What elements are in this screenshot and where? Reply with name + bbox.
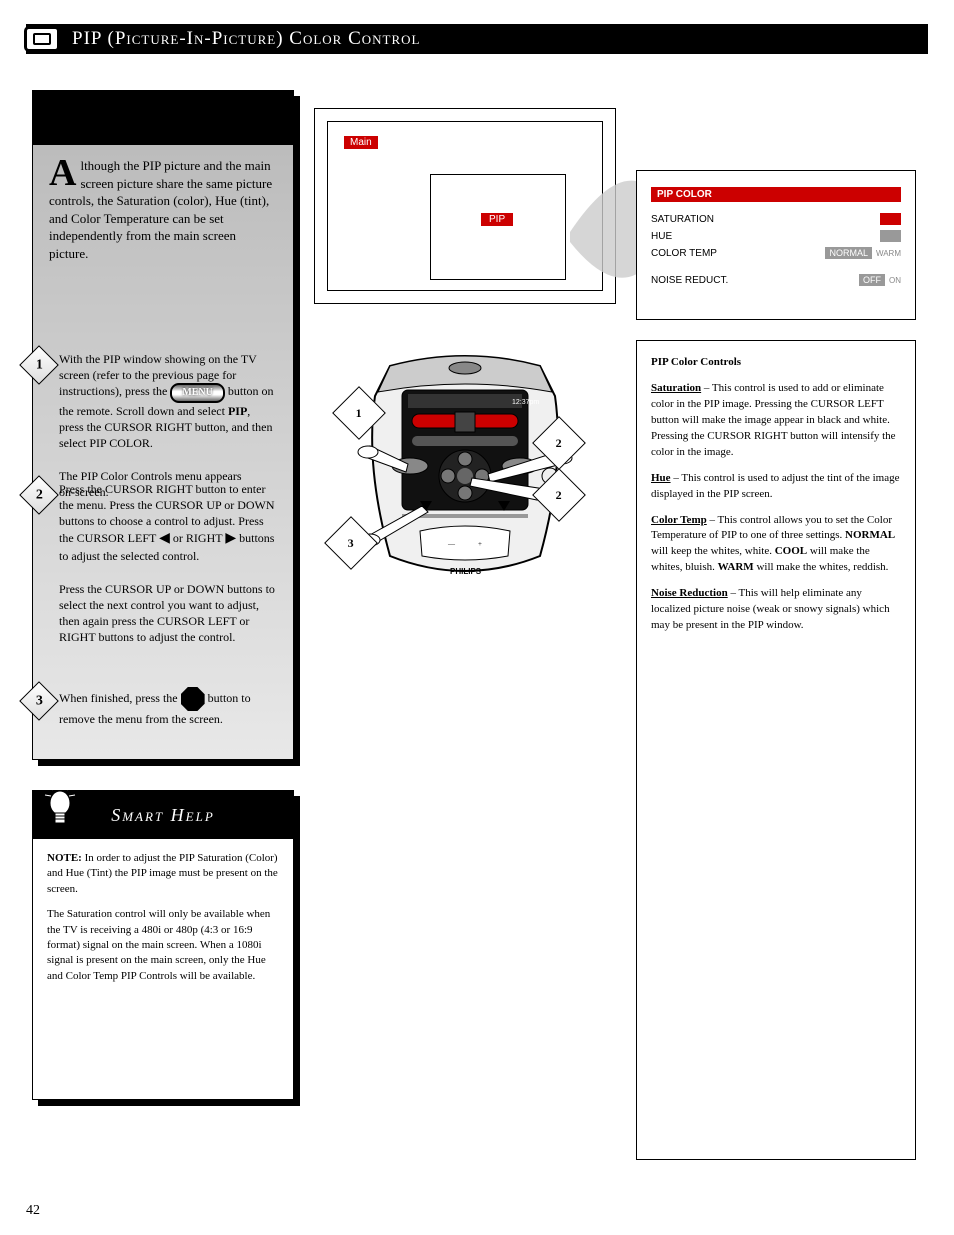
step-number: 3: [19, 681, 59, 721]
menu-label: COLOR TEMP: [651, 248, 717, 259]
menu-value: [880, 230, 901, 242]
desc-paragraph: Noise Reduction – This will help elimina…: [651, 586, 901, 634]
desc-paragraph: Hue – This control is used to adjust the…: [651, 471, 901, 503]
tips-title: Smart Help: [111, 805, 215, 826]
left-column: A lthough the PIP picture and the main s…: [32, 90, 294, 1100]
menu-value: NORMAL: [825, 247, 872, 259]
menu-row: NOISE REDUCT.OFFON: [651, 275, 901, 286]
menu-row: COLOR TEMPNORMALWARM: [651, 248, 901, 259]
svg-text:PHILIPS: PHILIPS: [450, 567, 482, 576]
menu-title: PIP COLOR: [651, 187, 901, 202]
header-title: PIP (Picture-In-Picture) Color Control: [72, 28, 421, 50]
step-2: 2Press the CURSOR RIGHT button to enter …: [25, 481, 277, 646]
description-panel: PIP Color Controls Saturation – This con…: [636, 340, 916, 1160]
intro-body: lthough the PIP picture and the main scr…: [49, 158, 272, 261]
svg-text:—: —: [447, 540, 456, 548]
svg-text:12:37pm: 12:37pm: [512, 399, 539, 406]
pip-color-menu: PIP COLOR SATURATION HUE COLOR TEMP NORMA…: [636, 170, 916, 320]
main-label: Main: [344, 136, 378, 149]
page-number: 42: [26, 1203, 40, 1219]
menu-value: OFF: [859, 274, 885, 286]
step-1: 1With the PIP window showing on the TV s…: [25, 351, 277, 500]
steps-panel: A lthough the PIP picture and the main s…: [32, 90, 294, 760]
menu-row: SATURATION: [651, 214, 901, 225]
desc-paragraph: Saturation – This control is used to add…: [651, 381, 901, 461]
tip-paragraph: The Saturation control will only be avai…: [47, 907, 279, 984]
menu-label: HUE: [651, 231, 672, 242]
step-text: When finished, press the button to remov…: [59, 687, 277, 727]
remote-illustration: 12:37pm — + PHILIPS: [340, 346, 590, 596]
tv-icon: [24, 26, 60, 52]
step-number: 1: [19, 345, 59, 385]
dropcap: A: [49, 157, 76, 189]
menu-label: SATURATION: [651, 214, 714, 225]
tips-header: Smart Help: [33, 791, 293, 839]
tip-paragraph: NOTE: In order to adjust the PIP Saturat…: [47, 851, 279, 897]
tips-panel: Smart Help NOTE: In order to adjust the …: [32, 790, 294, 1100]
menu-value: [880, 213, 901, 225]
step-3: 3When finished, press the button to remo…: [25, 687, 277, 727]
step-number: 2: [19, 475, 59, 515]
svg-text:+: +: [478, 540, 482, 548]
menu-row: HUE: [651, 231, 901, 242]
desc-title: PIP Color Controls: [651, 355, 901, 371]
pip-window: PIP: [430, 174, 566, 280]
step-text: Press the CURSOR RIGHT button to enter t…: [59, 481, 277, 646]
intro-text: A lthough the PIP picture and the main s…: [49, 157, 277, 262]
step-text: With the PIP window showing on the TV sc…: [59, 351, 277, 500]
pip-label: PIP: [481, 213, 513, 226]
menu-label: NOISE REDUCT.: [651, 275, 728, 286]
tips-content: NOTE: In order to adjust the PIP Saturat…: [33, 839, 293, 1006]
menu-pill: MENU: [170, 383, 225, 403]
page-header: PIP (Picture-In-Picture) Color Control: [26, 24, 928, 54]
lightbulb-icon: [43, 781, 77, 831]
desc-paragraph: Color Temp – This control allows you to …: [651, 513, 901, 577]
